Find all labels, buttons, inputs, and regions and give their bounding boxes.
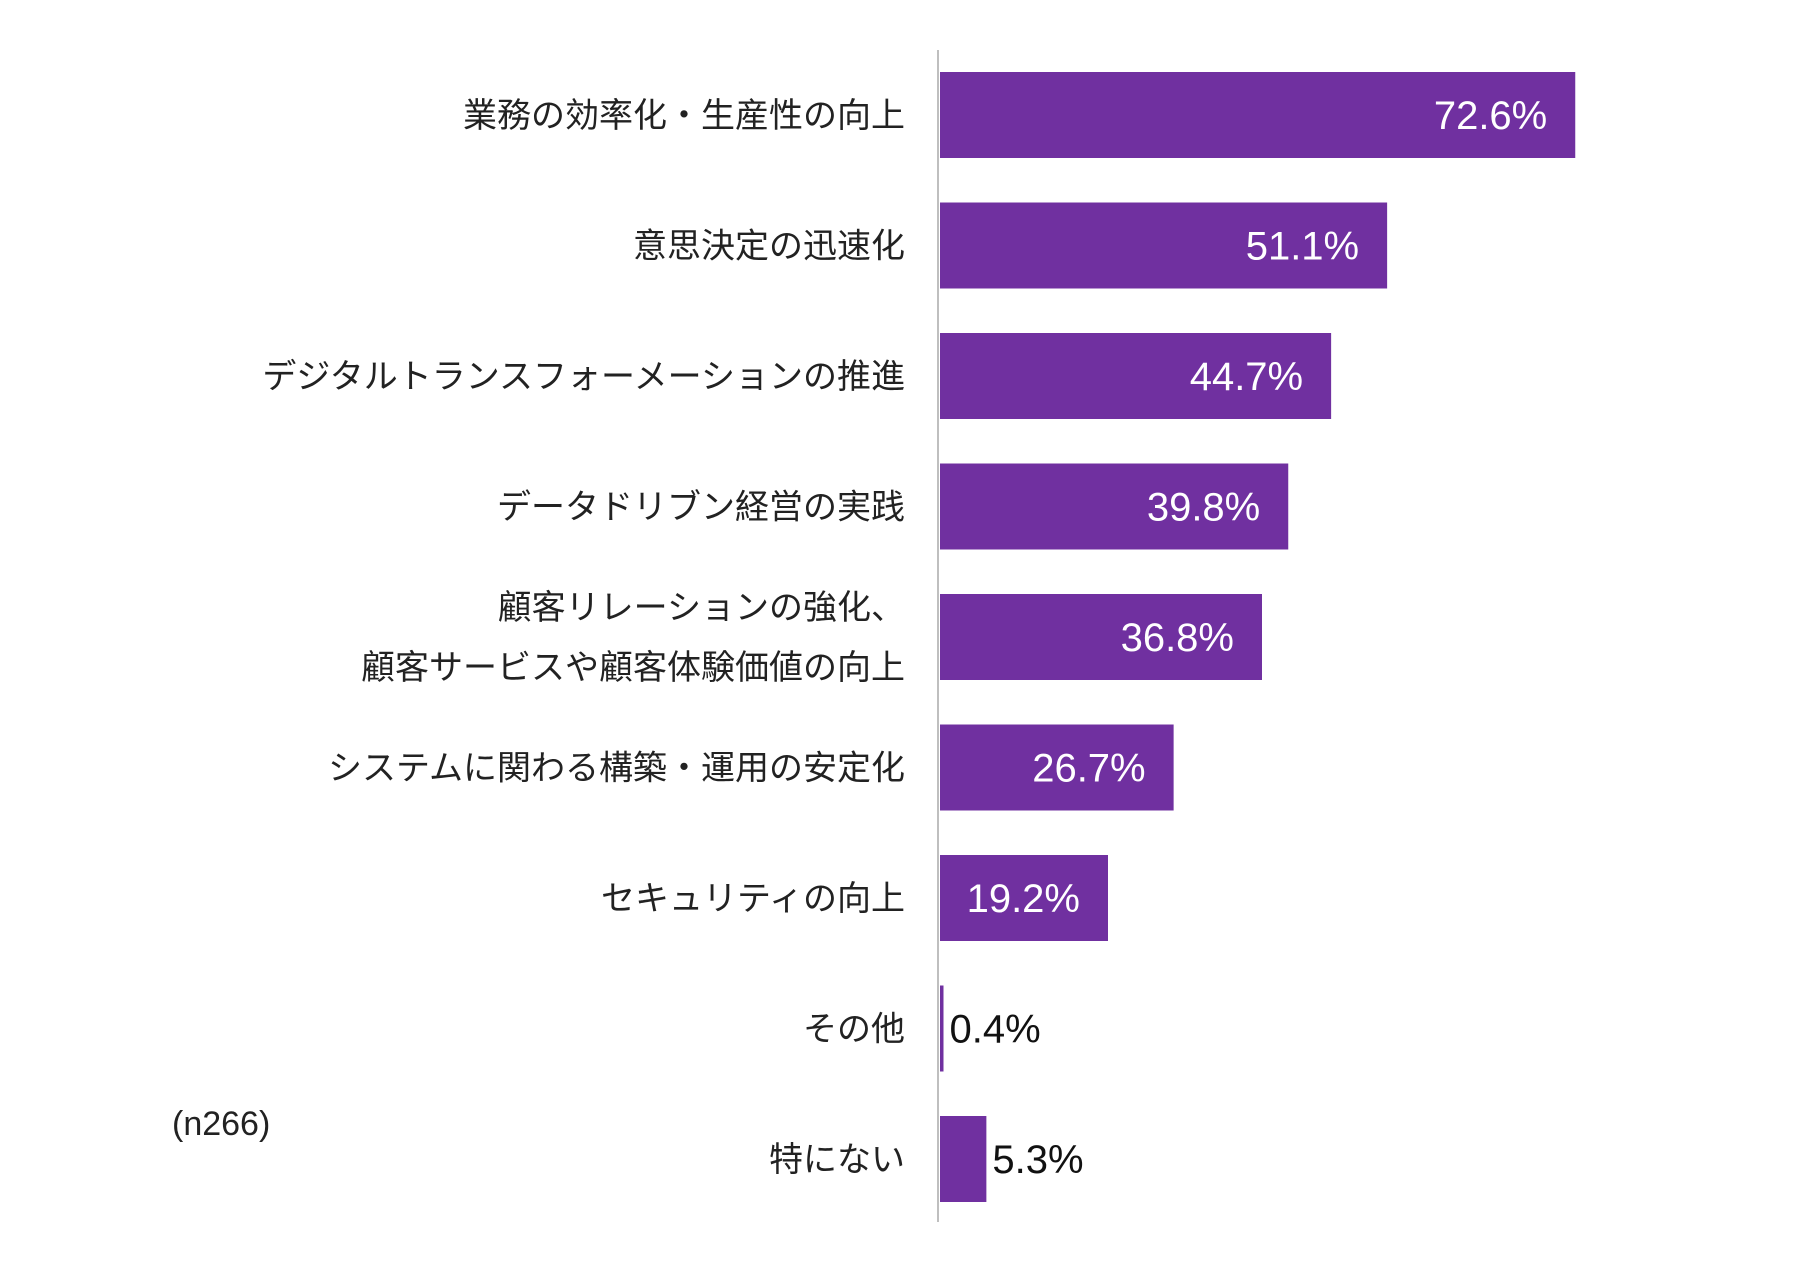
value-label-0: 72.6% <box>1434 94 1547 138</box>
bar-2 <box>940 333 1332 419</box>
bar-8 <box>940 1116 987 1202</box>
category-label-4-line-1: 顧客サービスや顧客体験価値の向上 <box>361 648 905 688</box>
category-label-3: データドリブン経営の実践 <box>497 488 905 528</box>
category-label-4-line-0: 顧客リレーションの強化、 <box>498 588 905 628</box>
bar-1 <box>940 202 1388 289</box>
value-label-1: 51.1% <box>1246 225 1359 269</box>
bar-0 <box>940 72 1576 158</box>
category-label-1: 意思決定の迅速化 <box>633 227 905 267</box>
bar-4 <box>940 594 1262 680</box>
value-label-7: 0.4% <box>950 1008 1041 1052</box>
sample-size-note: (n266) <box>172 1105 270 1143</box>
bar-5 <box>940 724 1174 811</box>
category-label-7: その他 <box>803 1010 905 1050</box>
value-label-4: 36.8% <box>1121 616 1234 660</box>
category-label-0: 業務の効率化・生産性の向上 <box>463 96 905 136</box>
bar-7 <box>940 985 944 1072</box>
category-labels: 業務の効率化・生産性の向上意思決定の迅速化デジタルトランスフォーメーションの推進… <box>262 96 905 1180</box>
bar-6 <box>940 855 1108 941</box>
value-label-2: 44.7% <box>1190 355 1303 399</box>
category-label-2: デジタルトランスフォーメーションの推進 <box>262 357 905 397</box>
category-label-6: セキュリティの向上 <box>601 879 905 919</box>
value-label-8: 5.3% <box>992 1138 1083 1182</box>
value-label-6: 19.2% <box>967 877 1080 921</box>
category-label-5: システムに関わる構築・運用の安定化 <box>328 749 905 789</box>
bar-3 <box>940 463 1289 550</box>
category-label-8: 特にない <box>769 1140 905 1180</box>
bars-group <box>940 72 1576 1202</box>
value-label-5: 26.7% <box>1032 747 1145 791</box>
value-labels: 72.6% 51.1% 44.7% 39.8% 36.8% 26.7% 19.2% 0.4% 5… <box>950 94 1548 1182</box>
value-label-3: 39.8% <box>1147 486 1260 530</box>
